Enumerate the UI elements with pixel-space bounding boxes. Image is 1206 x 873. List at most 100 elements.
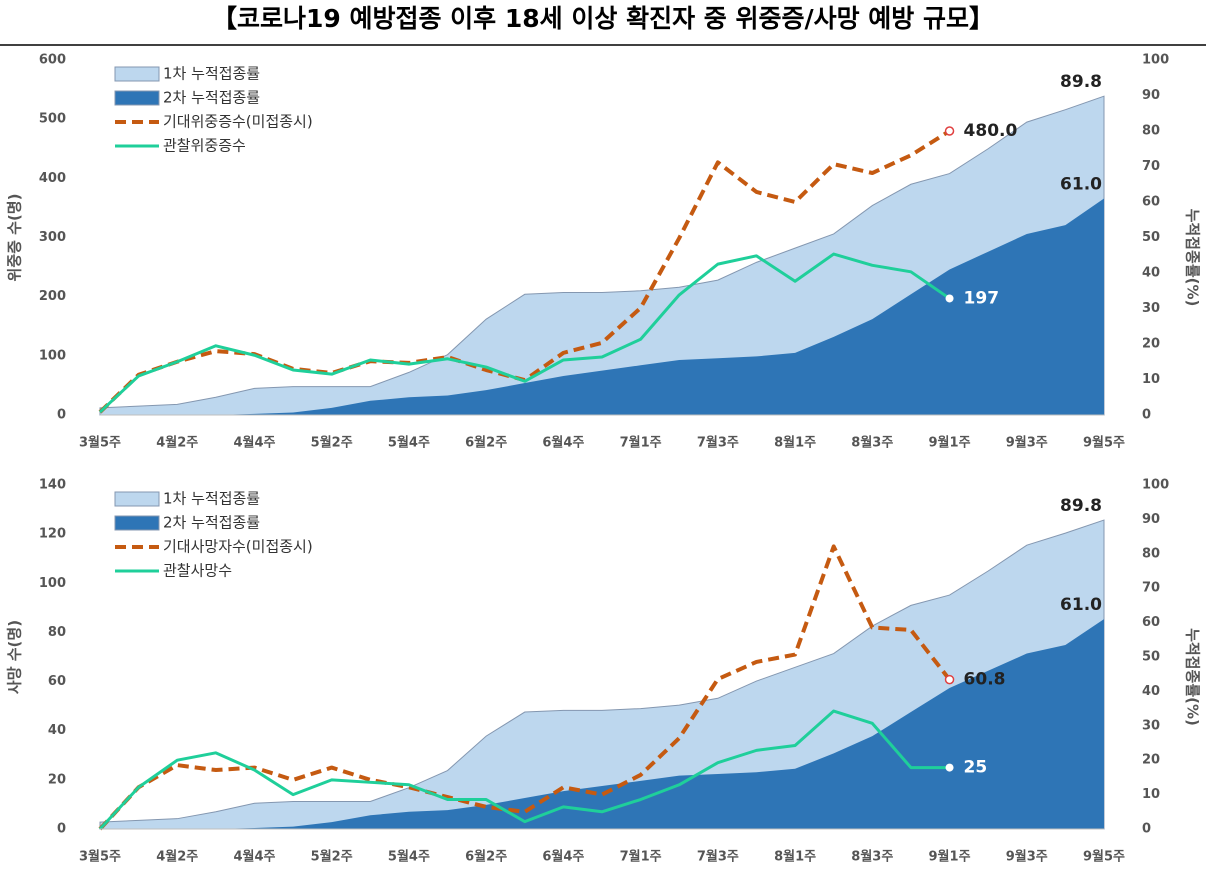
legend-label: 관찰사망수 <box>163 562 232 580</box>
legend-label: 2차 누적접종률 <box>163 89 260 107</box>
area <box>100 198 1104 415</box>
end-marker <box>945 763 954 772</box>
y-tick-label: 40 <box>48 723 66 738</box>
x-tick-label: 4월4주 <box>233 849 275 865</box>
y2-tick-label: 50 <box>1142 650 1160 665</box>
value-label: 25 <box>964 758 988 778</box>
x-tick-label: 4월2주 <box>156 849 198 865</box>
x-tick-label: 8월1주 <box>774 849 816 865</box>
x-tick-label: 7월1주 <box>620 435 662 451</box>
y2-tick-label: 50 <box>1142 230 1160 245</box>
y2-tick-label: 30 <box>1142 718 1160 733</box>
line <box>98 709 950 831</box>
y2-tick-label: 40 <box>1142 684 1160 699</box>
y-tick-label: 0 <box>57 408 66 423</box>
y2-tick-label: 0 <box>1142 822 1151 837</box>
value-label: 480.0 <box>964 121 1018 141</box>
x-tick-label: 8월3주 <box>851 849 893 865</box>
y2-tick-label: 70 <box>1142 581 1160 596</box>
x-tick-label: 5월2주 <box>311 435 353 451</box>
x-tick-label: 5월2주 <box>311 849 353 865</box>
y2-tick-label: 80 <box>1142 546 1160 561</box>
x-tick-label: 7월1주 <box>620 849 662 865</box>
x-tick-label: 6월4주 <box>542 435 584 451</box>
y2-axis-title: 누적접종률(%) <box>1184 209 1202 307</box>
x-tick-label: 4월2주 <box>156 435 198 451</box>
y-tick-label: 100 <box>39 348 66 363</box>
legend-label: 기대사망자수(미접종시) <box>163 538 313 556</box>
x-tick-label: 8월1주 <box>774 435 816 451</box>
x-tick-label: 6월4주 <box>542 849 584 865</box>
y2-tick-label: 60 <box>1142 195 1160 210</box>
chart: 0 20 40 60 80 100 120 140 0 10 20 30 40 50 60 70 80 90 100… <box>6 478 1202 865</box>
plot <box>98 519 1105 831</box>
y-tick-label: 60 <box>48 674 66 689</box>
x-tick-label: 9월1주 <box>929 435 971 451</box>
legend-label: 1차 누적접종률 <box>163 490 260 508</box>
value-label: 61.0 <box>1060 595 1102 615</box>
y2-tick-label: 90 <box>1142 88 1160 103</box>
y-tick-label: 80 <box>48 625 66 640</box>
y2-tick-label: 10 <box>1142 787 1160 802</box>
legend-swatch <box>114 491 160 507</box>
legend-label: 1차 누적접종률 <box>163 65 260 83</box>
end-marker <box>944 126 955 136</box>
y-tick-label: 500 <box>39 112 66 127</box>
x-tick-label: 9월5주 <box>1083 849 1125 865</box>
y-axis-title: 사망 수(명) <box>6 620 24 694</box>
x-tick-label: 6월2주 <box>465 435 507 451</box>
y2-tick-label: 60 <box>1142 615 1160 630</box>
y-tick-label: 200 <box>39 289 66 304</box>
y-tick-label: 120 <box>39 527 66 542</box>
y2-tick-label: 20 <box>1142 753 1160 768</box>
y2-tick-label: 80 <box>1142 124 1160 139</box>
y2-axis-title: 누적접종률(%) <box>1184 628 1202 726</box>
value-label: 89.8 <box>1060 72 1102 92</box>
y-tick-label: 300 <box>39 230 66 245</box>
x-tick-label: 7월3주 <box>697 849 739 865</box>
y2-tick-label: 40 <box>1142 266 1160 281</box>
x-tick-label: 3월5주 <box>79 849 121 865</box>
area <box>100 619 1104 829</box>
page-title: 【코로나19 예방접종 이후 18세 이상 확진자 중 위중증/사망 예방 규모… <box>212 4 994 33</box>
end-marker <box>945 294 954 303</box>
value-label: 89.8 <box>1060 496 1102 516</box>
x-tick-label: 5월4주 <box>388 849 430 865</box>
y2-tick-label: 70 <box>1142 159 1160 174</box>
y-tick-label: 0 <box>57 822 66 837</box>
y2-tick-label: 100 <box>1142 53 1169 68</box>
y2-tick-label: 90 <box>1142 512 1160 527</box>
x-tick-label: 9월1주 <box>929 849 971 865</box>
value-label: 61.0 <box>1060 174 1102 194</box>
y-tick-label: 140 <box>39 478 66 493</box>
y-tick-label: 20 <box>48 772 66 787</box>
y2-tick-label: 20 <box>1142 337 1160 352</box>
x-tick-label: 5월4주 <box>388 435 430 451</box>
x-tick-label: 4월4주 <box>233 435 275 451</box>
y-tick-label: 400 <box>39 171 66 186</box>
x-tick-label: 6월2주 <box>465 849 507 865</box>
value-label: 60.8 <box>964 670 1006 690</box>
line <box>98 252 951 414</box>
legend-swatch <box>114 90 160 106</box>
y2-tick-label: 0 <box>1142 408 1151 423</box>
y-axis-title: 위중증 수(명) <box>6 194 24 282</box>
y2-tick-label: 100 <box>1142 478 1169 493</box>
end-marker <box>944 674 955 685</box>
x-tick-label: 7월3주 <box>697 435 739 451</box>
x-tick-label: 8월3주 <box>851 435 893 451</box>
chart: 0 100 200 300 400 500 600 0 10 20 30 40 50 60 70 80 90 10… <box>6 53 1202 451</box>
x-tick-label: 9월5주 <box>1083 435 1125 451</box>
y-tick-label: 100 <box>39 576 66 591</box>
legend-swatch <box>114 515 160 531</box>
legend-label: 관찰위중증수 <box>163 137 246 155</box>
y-tick-label: 600 <box>39 53 66 68</box>
x-tick-label: 9월3주 <box>1006 435 1048 451</box>
y2-tick-label: 10 <box>1142 372 1160 387</box>
plot <box>98 95 1105 416</box>
value-label: 197 <box>964 288 1000 308</box>
legend-label: 기대위중증수(미접종시) <box>163 113 313 131</box>
y2-tick-label: 30 <box>1142 301 1160 316</box>
legend-swatch <box>114 66 160 82</box>
